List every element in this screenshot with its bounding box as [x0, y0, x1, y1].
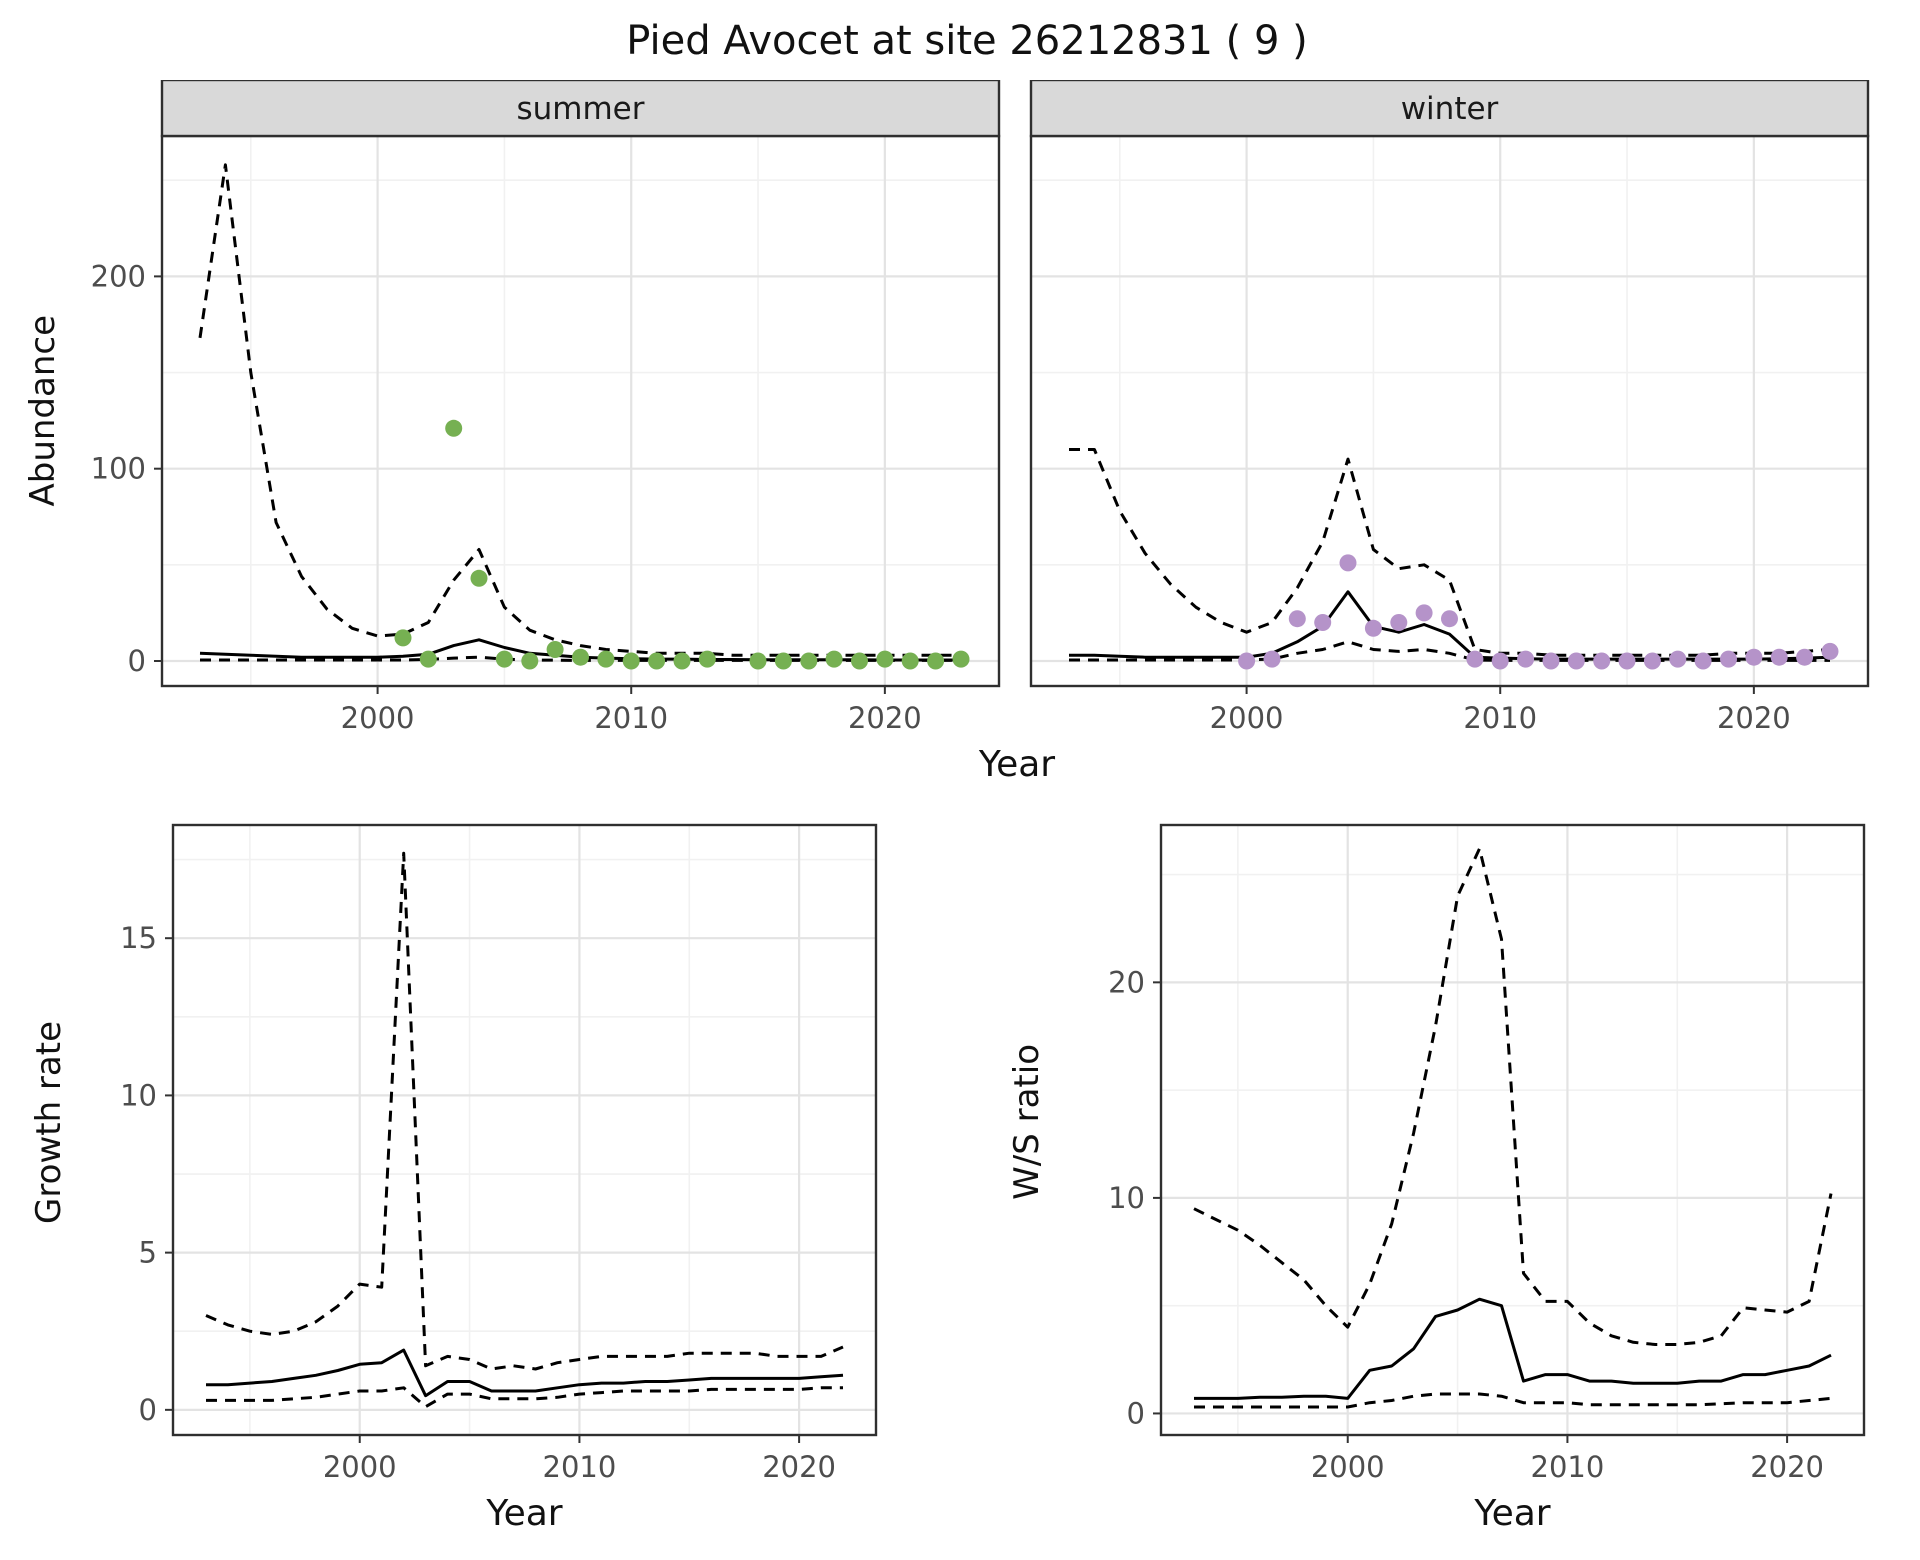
- svg-text:5: 5: [139, 1236, 157, 1270]
- svg-text:0: 0: [139, 1393, 157, 1427]
- svg-text:2010: 2010: [1531, 1450, 1605, 1484]
- abundance-y-axis-title: Abundance: [23, 315, 63, 507]
- svg-text:2000: 2000: [341, 701, 415, 735]
- svg-text:10: 10: [120, 1078, 157, 1112]
- svg-text:20: 20: [1108, 965, 1145, 999]
- svg-text:200: 200: [91, 259, 146, 293]
- abundance-summer-panel: 2000 2010 2020 0 100 200 summer: [91, 80, 1001, 735]
- abundance-row: Abundance 2000 2010 2020 0 100 200 summer 2000…: [14, 80, 1920, 740]
- svg-text:2020: 2020: [1750, 1450, 1824, 1484]
- abundance-winter-panel: 2000 2010 2020 winter: [1029, 80, 1870, 735]
- svg-text:10: 10: [1108, 1181, 1145, 1215]
- svg-text:0: 0: [128, 644, 146, 678]
- growth-rate-x-axis-title: Year: [486, 1493, 563, 1534]
- svg-text:2010: 2010: [1463, 701, 1537, 735]
- svg-text:winter: winter: [1401, 91, 1499, 127]
- svg-text:2000: 2000: [1210, 701, 1284, 735]
- ws-ratio-y-axis-title: W/S ratio: [1007, 1044, 1047, 1200]
- svg-text:2010: 2010: [543, 1450, 617, 1484]
- chart-title: Pied Avocet at site 26212831 ( 9 ): [626, 18, 1308, 64]
- ws-ratio-x-axis-title: Year: [1474, 1493, 1551, 1534]
- svg-text:2000: 2000: [323, 1450, 397, 1484]
- abundance-x-axis-title: Year: [978, 744, 1056, 785]
- abundance-facets: 2000 2010 2020 0 100 200 summer 2000 2010 2020 wi…: [72, 80, 1878, 740]
- svg-text:2010: 2010: [594, 701, 668, 735]
- svg-text:2000: 2000: [1311, 1450, 1385, 1484]
- svg-text:2020: 2020: [762, 1450, 836, 1484]
- growth-rate-y-axis-title: Growth rate: [29, 1020, 69, 1224]
- svg-text:0: 0: [1127, 1396, 1145, 1430]
- svg-text:100: 100: [91, 452, 146, 486]
- ws-ratio-panel: 2000 2010 2020 0 10 20: [1108, 823, 1866, 1484]
- growth-rate-panel: 2000 2010 2020 0 5 10 15: [120, 823, 878, 1484]
- svg-text:summer: summer: [516, 91, 644, 127]
- svg-text:15: 15: [120, 921, 157, 955]
- ws-ratio-block: W/S ratio 2000 2010 2020 0 10 20 Year: [998, 809, 1876, 1534]
- growth-rate-block: Growth rate 2000 2010 2020 0 5 10 15 Year: [20, 809, 888, 1534]
- svg-text:2020: 2020: [848, 701, 922, 735]
- bottom-row: Growth rate 2000 2010 2020 0 5 10 15 Year W/S …: [20, 809, 1876, 1534]
- svg-text:2020: 2020: [1717, 701, 1791, 735]
